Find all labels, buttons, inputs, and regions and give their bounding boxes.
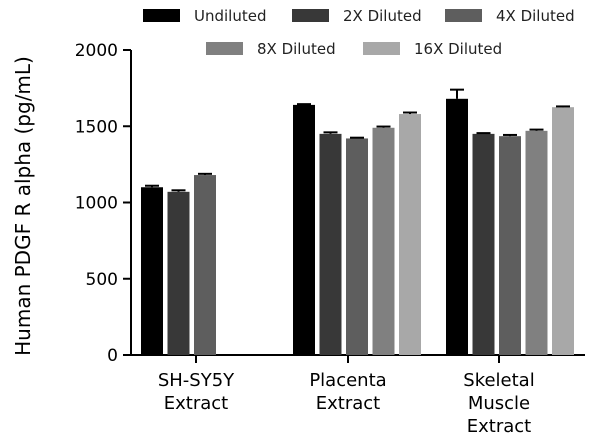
y-tick-label: 1000 xyxy=(75,194,118,214)
x-tick-label: Extract xyxy=(164,393,228,414)
y-tick-label: 2000 xyxy=(75,41,118,61)
bar xyxy=(141,187,163,355)
x-tick-label: Extract xyxy=(316,393,380,414)
bar xyxy=(446,98,468,356)
bar xyxy=(499,136,521,355)
legend-label: 8X Diluted xyxy=(257,40,336,58)
y-tick-label: 0 xyxy=(107,346,118,366)
legend-swatch xyxy=(143,9,180,22)
bar xyxy=(399,114,421,355)
legend-label: Undiluted xyxy=(194,7,266,25)
bar xyxy=(472,133,495,355)
legend-item: 4X Diluted xyxy=(445,7,575,25)
x-axis: SH-SY5YExtractPlacentaExtractSkeletalMus… xyxy=(131,354,585,437)
bar xyxy=(552,107,574,355)
legend-item: 8X Diluted xyxy=(206,40,336,58)
x-tick-label: Muscle xyxy=(468,393,530,414)
legend-item: 2X Diluted xyxy=(292,7,422,25)
bars xyxy=(141,88,574,356)
legend-label: 2X Diluted xyxy=(343,7,422,25)
bar xyxy=(525,130,548,355)
y-tick-label: 1500 xyxy=(75,117,118,137)
y-tick-label: 500 xyxy=(86,270,118,290)
bar xyxy=(319,133,342,355)
legend-item: 16X Diluted xyxy=(363,40,502,58)
legend-swatch xyxy=(292,9,329,22)
legend-swatch xyxy=(206,42,243,55)
bar xyxy=(194,175,216,355)
bar xyxy=(167,191,190,355)
bar xyxy=(346,138,368,355)
x-tick-label: Extract xyxy=(467,416,531,437)
x-tick-label: Skeletal xyxy=(463,370,534,391)
y-axis: 0 500 1000 1500 2000 xyxy=(75,41,132,366)
x-tick-label: Placenta xyxy=(309,370,386,391)
bar-group xyxy=(141,172,216,355)
legend-swatch xyxy=(363,42,400,55)
bar-group xyxy=(446,88,574,356)
legend-item: Undiluted xyxy=(143,7,266,25)
x-tick-label: SH-SY5Y xyxy=(158,370,235,391)
bar xyxy=(293,104,315,356)
bar-group xyxy=(293,103,421,356)
legend: Undiluted 2X Diluted 4X Diluted 8X Diluted 1… xyxy=(143,7,575,58)
y-axis-label: Human PDGF R alpha (pg/mL) xyxy=(11,56,35,356)
legend-swatch xyxy=(445,9,482,22)
bar xyxy=(372,127,395,356)
legend-label: 16X Diluted xyxy=(414,40,502,58)
legend-label: 4X Diluted xyxy=(496,7,575,25)
